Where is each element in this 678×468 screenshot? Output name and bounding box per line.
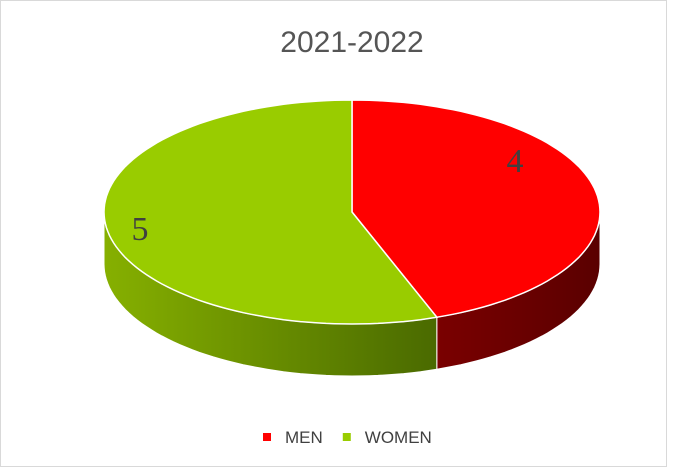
legend-swatch [342, 433, 351, 441]
slice [103, 99, 439, 325]
legend-label: MEN [285, 428, 323, 447]
legend-label: WOMEN [365, 428, 432, 447]
pie: 45 [103, 99, 601, 377]
data-label: 4 [507, 143, 524, 180]
slice [351, 99, 601, 319]
legend-swatch [263, 433, 271, 441]
data-label: 5 [132, 211, 149, 248]
chart-title: 2021-2022 [280, 26, 423, 59]
legend: MEN WOMEN [263, 428, 432, 447]
